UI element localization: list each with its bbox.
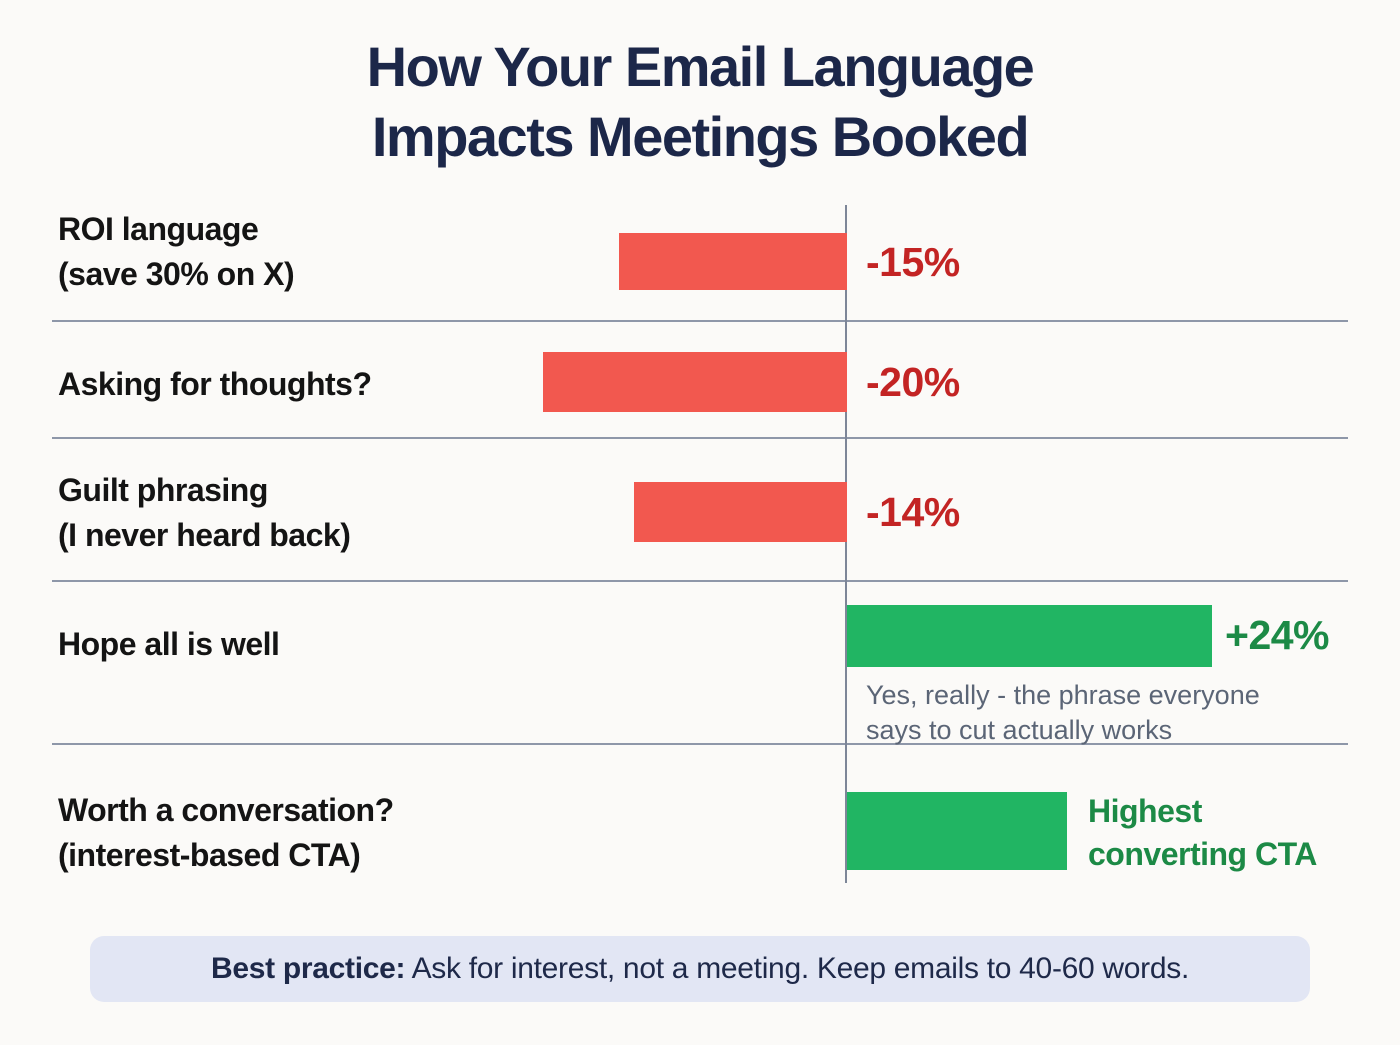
row-label-line: (save 30% on X)	[58, 256, 295, 293]
value-label-asking-for-thoughts: -20%	[866, 359, 960, 405]
row-label-line: Hope all is well	[58, 626, 280, 662]
chart-title-line-1: How Your Email Language	[366, 35, 1035, 98]
chart-title-line-2: Impacts Meetings Booked	[371, 105, 1030, 168]
bar-roi-language	[619, 233, 847, 290]
row-label-line: Guilt phrasing	[58, 472, 268, 508]
cta-note-line: Highest	[1088, 793, 1202, 829]
value-label-guilt-phrasing: -14%	[866, 489, 960, 535]
row-label-asking-for-thoughts: Asking for thoughts?	[58, 362, 372, 407]
row-label-line: (I never heard back)	[58, 517, 351, 554]
best-practice-label: Best practice:	[211, 952, 406, 985]
bar-note-hope-all-is-well: Yes, really - the phrase everyone says t…	[866, 678, 1260, 747]
chart-title: How Your Email Language Impacts Meetings…	[0, 32, 1400, 172]
row-label-line: Asking for thoughts?	[58, 366, 372, 402]
row-label-line: ROI language	[58, 211, 259, 247]
row-divider	[52, 320, 1348, 322]
row-label-line: (interest-based CTA)	[58, 837, 361, 874]
row-label-roi-language: ROI language (save 30% on X)	[58, 207, 295, 298]
bar-guilt-phrasing	[634, 482, 847, 542]
row-label-guilt-phrasing: Guilt phrasing (I never heard back)	[58, 468, 351, 559]
value-label-worth-a-conversation: Highest converting CTA	[1088, 790, 1317, 876]
best-practice-banner: Best practice: Ask for interest, not a m…	[90, 936, 1310, 1002]
bar-asking-for-thoughts	[543, 352, 847, 412]
row-divider	[52, 580, 1348, 582]
row-divider	[52, 437, 1348, 439]
bar-note-line: Yes, really - the phrase everyone	[866, 680, 1260, 710]
row-label-worth-a-conversation: Worth a conversation? (interest-based CT…	[58, 788, 394, 879]
row-label-line: Worth a conversation?	[58, 792, 394, 828]
cta-note-line: converting CTA	[1088, 836, 1317, 873]
row-divider	[52, 743, 1348, 745]
best-practice-text: Ask for interest, not a meeting. Keep em…	[405, 952, 1190, 985]
bar-note-line: says to cut actually works	[866, 714, 1173, 745]
bar-worth-a-conversation	[847, 792, 1067, 870]
row-label-hope-all-is-well: Hope all is well	[58, 622, 280, 667]
value-label-roi-language: -15%	[866, 239, 960, 285]
bar-hope-all-is-well	[847, 605, 1212, 667]
value-label-hope-all-is-well: +24%	[1225, 612, 1330, 658]
zero-baseline-axis	[845, 205, 847, 883]
